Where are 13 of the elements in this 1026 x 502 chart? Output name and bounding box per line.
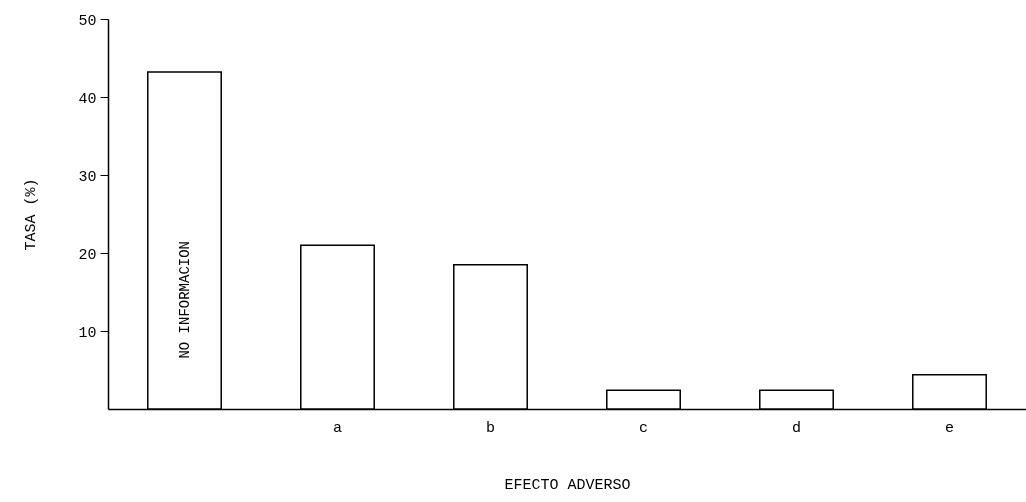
y-tick-label: 10 bbox=[78, 324, 97, 342]
x-tick-label: a bbox=[332, 419, 343, 437]
y-axis-title: TASA (%) bbox=[23, 178, 41, 251]
x-tick-label: b bbox=[485, 419, 496, 437]
y-tick-label: 50 bbox=[78, 12, 97, 30]
x-axis-title: EFECTO ADVERSO bbox=[504, 476, 631, 494]
x-tick-label: d bbox=[791, 419, 802, 437]
x-tick-label: NO INFORMACION bbox=[176, 240, 193, 359]
y-tick-label: 30 bbox=[78, 168, 97, 186]
x-tick-label: e bbox=[944, 419, 955, 437]
y-tick-label: 40 bbox=[78, 90, 97, 108]
y-tick-label: 20 bbox=[78, 246, 97, 264]
x-tick-label: c bbox=[638, 419, 649, 437]
